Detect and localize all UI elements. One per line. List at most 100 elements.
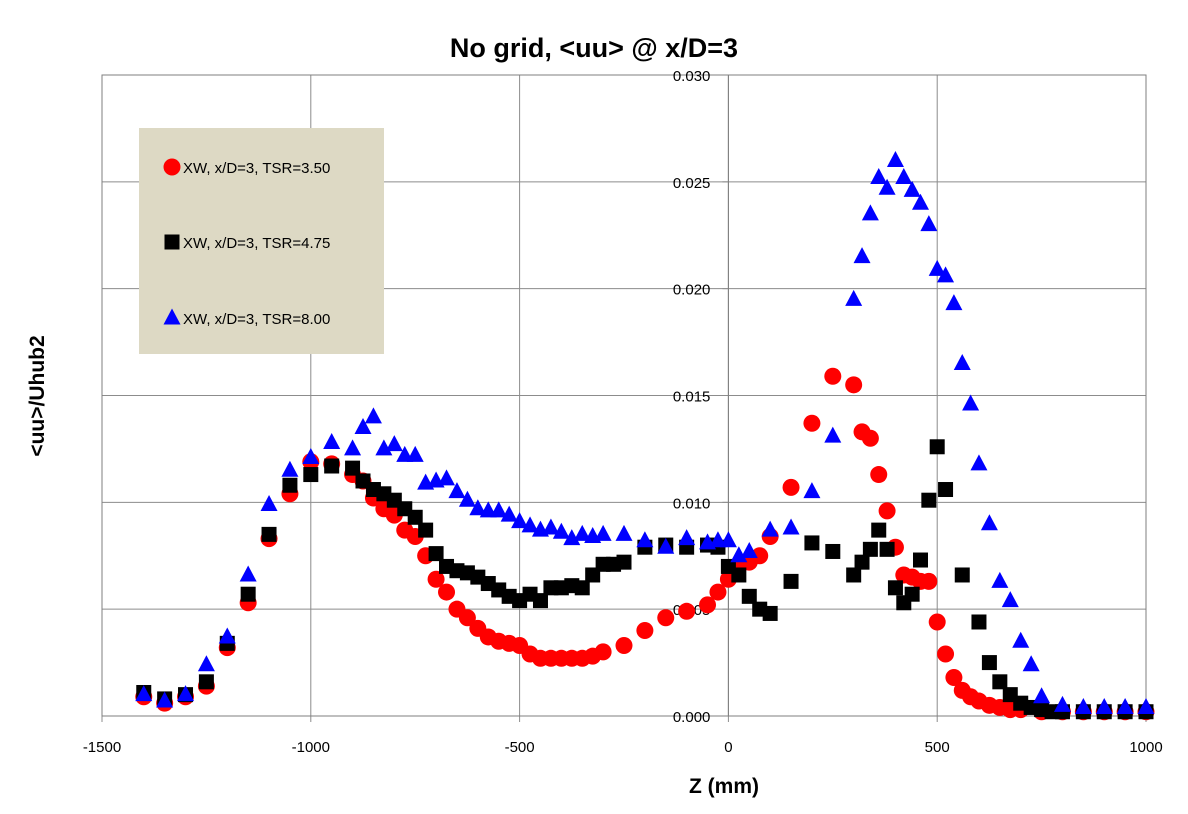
data-point-circle (878, 502, 896, 520)
data-point-square (971, 614, 987, 630)
data-point-triangle (980, 514, 998, 531)
data-point-circle (438, 583, 456, 601)
data-point-square (938, 482, 954, 498)
data-point-triangle (156, 691, 174, 708)
data-point-circle (782, 478, 800, 496)
legend-items: XW, x/D=3, TSR=3.50 XW, x/D=3, TSR=4.75 XW… (163, 158, 330, 328)
data-point-circle (615, 636, 633, 654)
data-point-triangle (953, 353, 971, 370)
legend-marker-triangle (163, 308, 181, 325)
data-point-circle (920, 572, 938, 590)
data-point-triangle (448, 482, 466, 499)
data-point-circle (594, 643, 612, 661)
chart-title: No grid, <uu> @ x/D=3 (450, 33, 738, 63)
data-point-triangle (260, 494, 278, 511)
data-point-triangle (1012, 631, 1030, 648)
x-axis-title: Z (mm) (689, 775, 759, 798)
data-point-triangle (458, 490, 476, 507)
legend-marker-circle (163, 158, 181, 176)
data-point-triangle (511, 512, 529, 529)
data-point-triangle (970, 454, 988, 471)
x-tick-label: 0 (724, 739, 732, 756)
data-point-triangle (375, 439, 393, 456)
data-point-triangle (657, 537, 675, 554)
data-point-circle (636, 622, 654, 640)
data-point-triangle (719, 531, 737, 548)
data-point-circle (845, 376, 863, 394)
data-point-square (324, 458, 340, 474)
data-point-triangle (1001, 591, 1019, 608)
data-point-circle (427, 570, 445, 588)
data-point-triangle (903, 180, 921, 197)
data-point-triangle (573, 524, 591, 541)
data-point-triangle (824, 426, 842, 443)
data-point-square (282, 477, 298, 493)
data-point-square (783, 573, 799, 589)
data-point-circle (870, 466, 888, 484)
data-point-circle (678, 602, 696, 620)
data-point-triangle (870, 168, 888, 185)
data-point-square (303, 467, 319, 483)
data-point-triangle (438, 469, 456, 486)
data-point-triangle (761, 520, 779, 537)
data-point-square (418, 522, 434, 538)
data-point-square (921, 492, 937, 508)
data-point-triangle (962, 394, 980, 411)
data-point-triangle (177, 685, 195, 702)
x-tick-label: 1000 (1129, 739, 1162, 756)
data-point-triangle (911, 193, 929, 210)
data-point-triangle (1053, 695, 1071, 712)
data-point-triangle (500, 505, 518, 522)
data-point-circle (657, 609, 675, 627)
data-point-triangle (1022, 655, 1040, 672)
data-point-square (879, 541, 895, 557)
y-tick-label: 0.000 (673, 709, 711, 726)
legend-marker-square (164, 234, 180, 250)
data-point-square (240, 586, 256, 602)
data-point-square (345, 460, 361, 476)
data-point-square (428, 546, 444, 562)
data-point-square (574, 580, 590, 596)
data-point-triangle (782, 518, 800, 535)
data-point-triangle (135, 685, 153, 702)
data-point-square (871, 522, 887, 538)
data-point-triangle (385, 435, 403, 452)
tick-labels: -1500-1000-500050010000.0000.0050.0100.0… (83, 68, 1163, 756)
data-point-square (731, 567, 747, 583)
legend-label: XW, x/D=3, TSR=8.00 (183, 311, 330, 328)
y-tick-label: 0.025 (673, 175, 711, 192)
data-point-circle (824, 367, 842, 385)
data-point-triangle (861, 204, 879, 221)
data-point-circle (458, 609, 476, 627)
data-point-square (532, 593, 548, 609)
data-point-triangle (920, 215, 938, 232)
y-axis-title: <uu>/Uhub2 (26, 335, 49, 456)
x-tick-label: -500 (505, 739, 535, 756)
data-point-square (929, 439, 945, 455)
data-point-circle (937, 645, 955, 663)
data-point-square (825, 543, 841, 559)
data-point-square (954, 567, 970, 583)
data-point-triangle (323, 433, 341, 450)
data-point-triangle (853, 247, 871, 264)
data-point-triangle (886, 150, 904, 167)
y-tick-label: 0.020 (673, 282, 711, 299)
data-point-triangle (678, 529, 696, 546)
data-point-square (846, 567, 862, 583)
data-point-triangle (1074, 697, 1092, 714)
data-point-triangle (740, 541, 758, 558)
data-point-triangle (1116, 697, 1134, 714)
data-point-triangle (344, 439, 362, 456)
data-point-circle (709, 583, 727, 601)
data-point-square (904, 586, 920, 602)
data-point-triangle (845, 289, 863, 306)
data-point-triangle (991, 571, 1009, 588)
data-point-circle (945, 669, 963, 687)
data-point-triangle (197, 655, 215, 672)
x-tick-label: 500 (925, 739, 950, 756)
data-point-triangle (1095, 697, 1113, 714)
data-point-circle (928, 613, 946, 631)
data-point-triangle (594, 524, 612, 541)
